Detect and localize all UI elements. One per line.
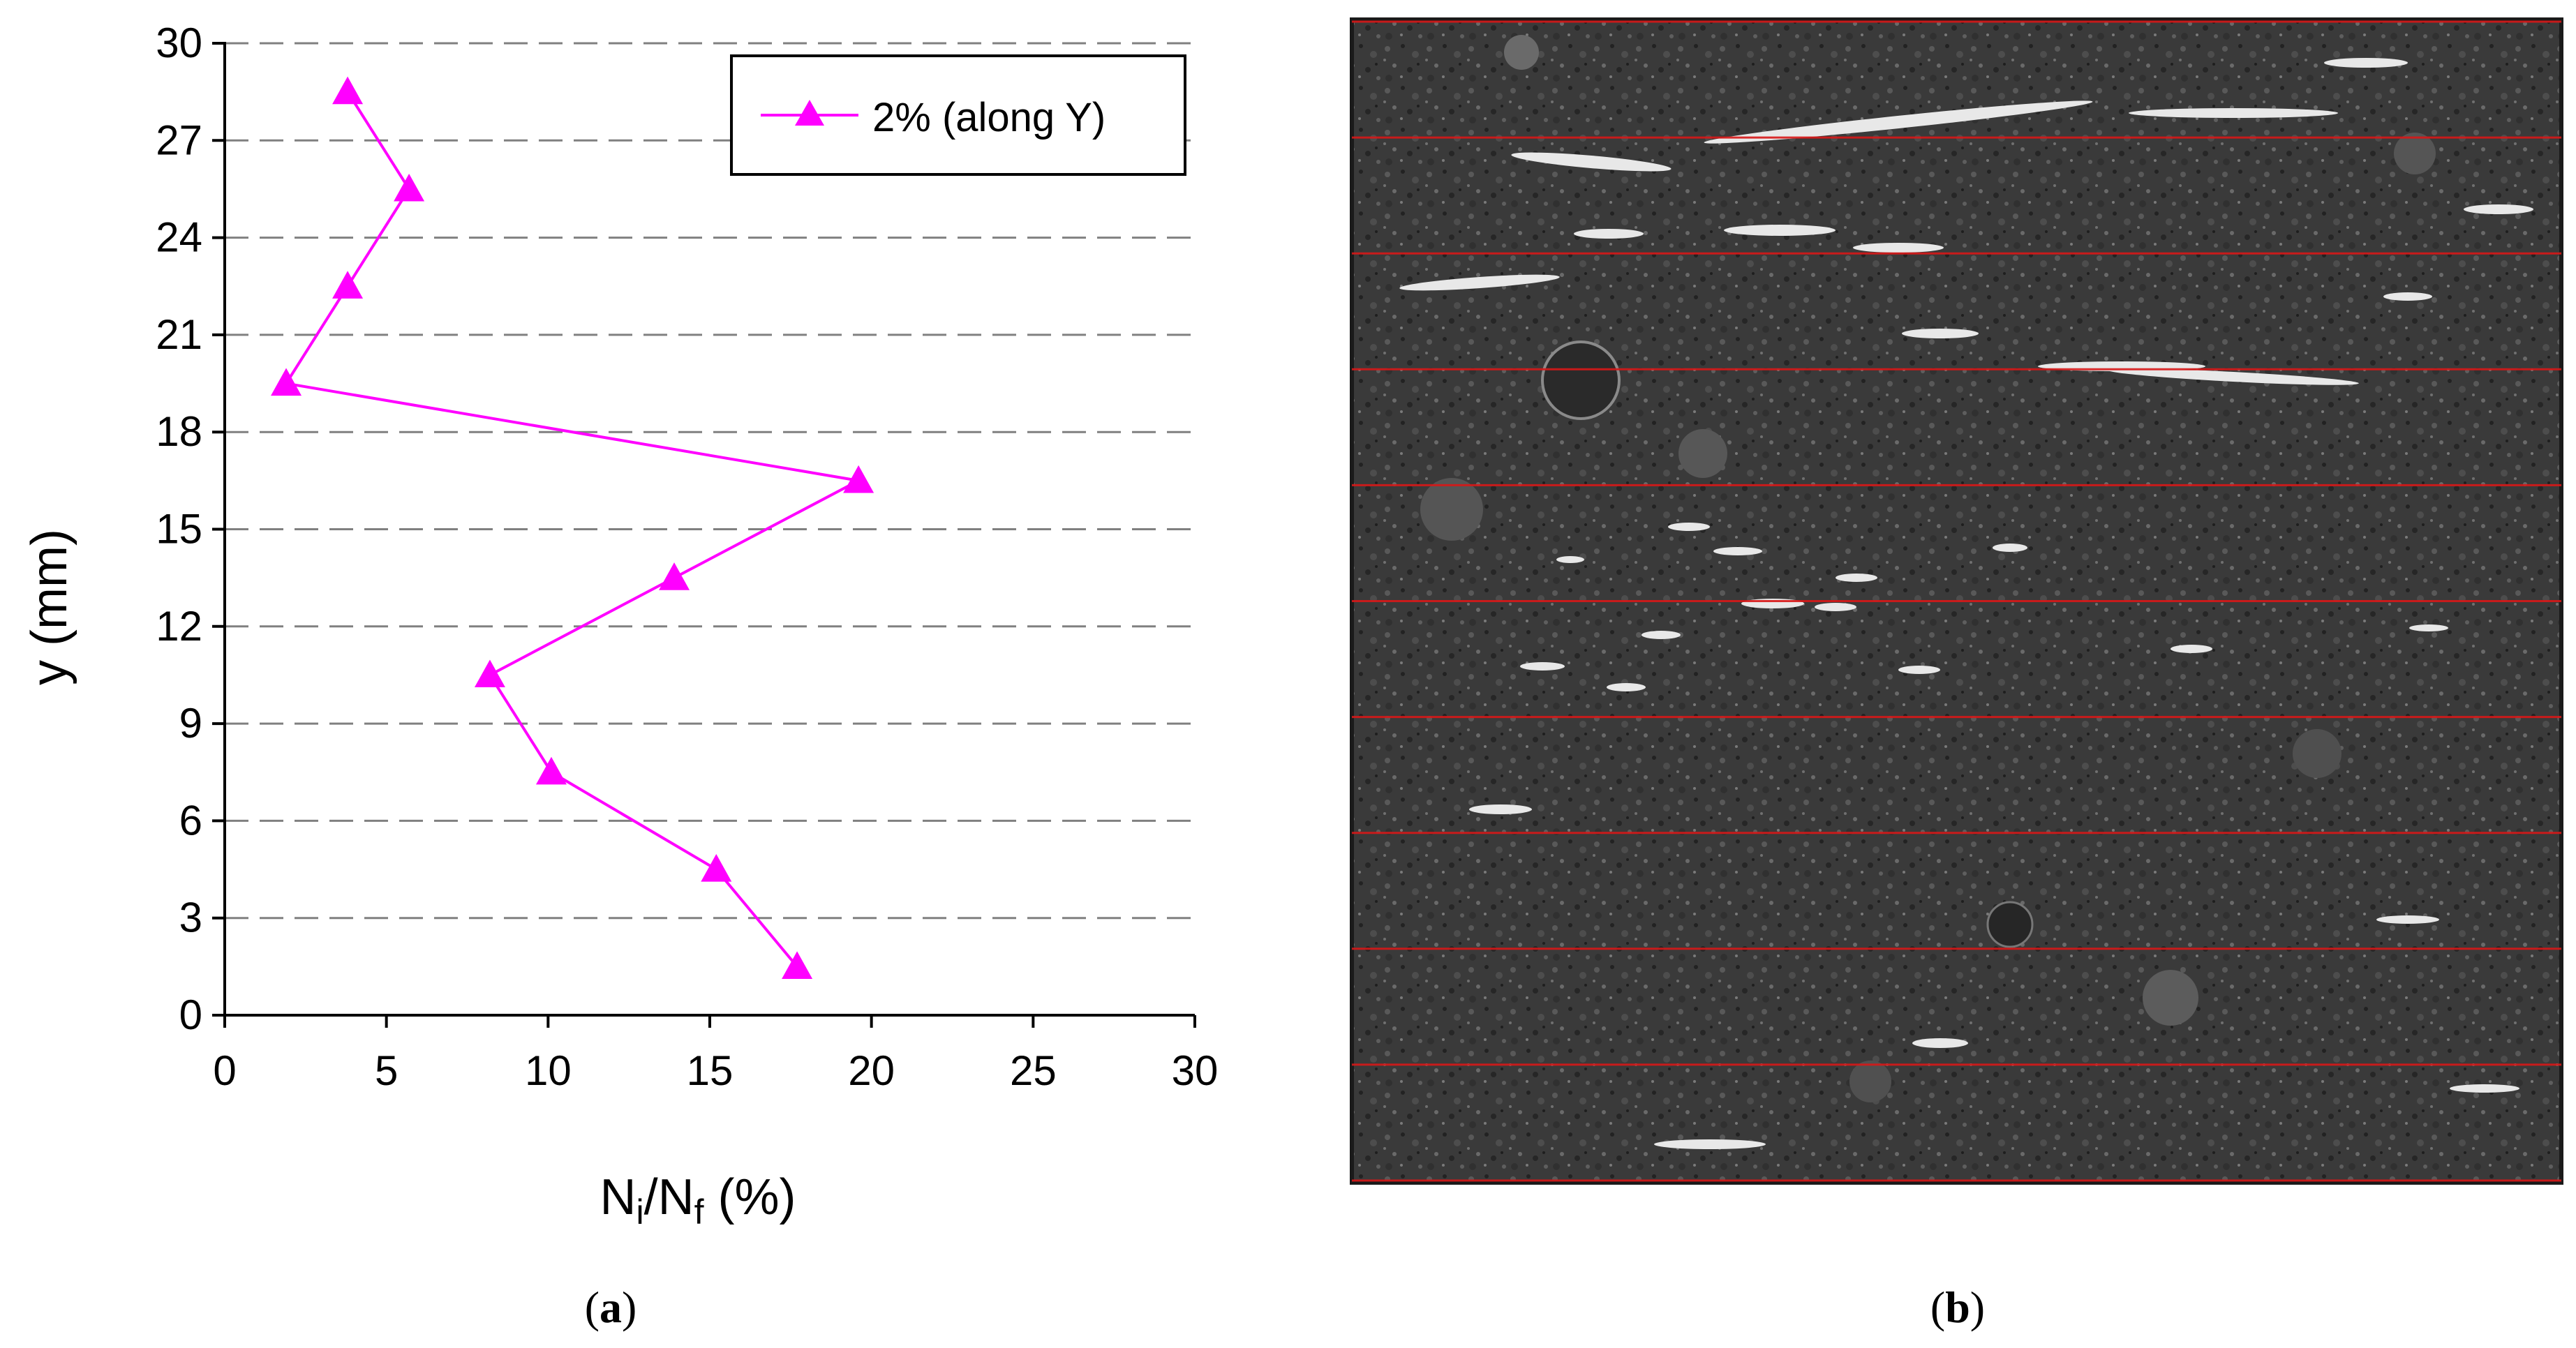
slice-lines bbox=[1352, 20, 2561, 1182]
data-point-1 bbox=[332, 76, 364, 105]
caption-b: (b) bbox=[1930, 1282, 1985, 1332]
legend-label: 2% (along Y) bbox=[872, 95, 1105, 140]
x-tick-label-30: 30 bbox=[1172, 1047, 1219, 1094]
y-tick-label-3: 3 bbox=[179, 894, 202, 941]
caption-b-close: ) bbox=[1970, 1282, 1985, 1332]
y-tick-label-24: 24 bbox=[156, 214, 202, 261]
legend: 2% (along Y) bbox=[730, 54, 1186, 176]
data-point-3 bbox=[332, 271, 364, 299]
aggregate-particles bbox=[1420, 35, 2436, 1102]
specimen-photo bbox=[1350, 17, 2563, 1185]
x-tick-label-0: 0 bbox=[213, 1047, 236, 1094]
data-point-7 bbox=[474, 659, 505, 688]
series-2pct-along-y bbox=[271, 76, 874, 979]
fibers bbox=[1399, 58, 2533, 1149]
x-tick-label-20: 20 bbox=[848, 1047, 895, 1094]
x-tick-label-5: 5 bbox=[375, 1047, 398, 1094]
y-tick-label-30: 30 bbox=[156, 20, 202, 66]
data-point-9 bbox=[701, 854, 732, 882]
y-tick-label-0: 0 bbox=[179, 991, 202, 1038]
chart-a: 0 3 6 9 12 15 18 21 24 27 30 0 5 10 15 20 25 30 y (mm) N… bbox=[22, 20, 1218, 1231]
y-axis-label: y (mm) bbox=[22, 529, 77, 685]
x-axis-label-mid: /N bbox=[644, 1169, 694, 1225]
caption-b-letter: b bbox=[1945, 1282, 1970, 1332]
y-tick-label-6: 6 bbox=[179, 797, 202, 844]
series-line bbox=[283, 91, 863, 968]
caption-a: (a) bbox=[585, 1282, 637, 1332]
caption-a-open: ( bbox=[585, 1282, 600, 1332]
y-tick-label-27: 27 bbox=[156, 117, 202, 163]
grid-lines bbox=[225, 42, 1195, 920]
x-tick-label-25: 25 bbox=[1010, 1047, 1057, 1094]
x-axis-label: Ni/Nf (%) bbox=[600, 1169, 796, 1231]
x-tick-label-15: 15 bbox=[687, 1047, 734, 1094]
y-tick-label-9: 9 bbox=[179, 700, 202, 747]
caption-a-close: ) bbox=[622, 1282, 636, 1332]
data-point-4 bbox=[271, 368, 302, 396]
legend-marker bbox=[795, 100, 824, 126]
y-tick-label-18: 18 bbox=[156, 408, 202, 455]
data-point-6 bbox=[659, 562, 690, 590]
data-point-8 bbox=[535, 756, 567, 785]
x-axis-label-sub2: f bbox=[694, 1192, 704, 1231]
y-tick-label-12: 12 bbox=[156, 603, 202, 650]
data-point-5 bbox=[843, 465, 874, 493]
x-ticks: 0 5 10 15 20 25 30 bbox=[213, 1015, 1218, 1094]
y-ticks: 0 3 6 9 12 15 18 21 24 27 30 bbox=[156, 20, 225, 1038]
x-axis-label-tail: (%) bbox=[704, 1169, 796, 1225]
caption-b-open: ( bbox=[1930, 1282, 1945, 1332]
y-tick-label-21: 21 bbox=[156, 311, 202, 358]
x-axis-label-main: N bbox=[600, 1169, 636, 1225]
y-tick-label-15: 15 bbox=[156, 506, 202, 553]
x-axis-label-sub1: i bbox=[636, 1192, 644, 1231]
data-point-2 bbox=[394, 173, 425, 202]
x-tick-label-10: 10 bbox=[525, 1047, 572, 1094]
caption-a-letter: a bbox=[600, 1282, 622, 1332]
data-point-10 bbox=[782, 951, 813, 979]
